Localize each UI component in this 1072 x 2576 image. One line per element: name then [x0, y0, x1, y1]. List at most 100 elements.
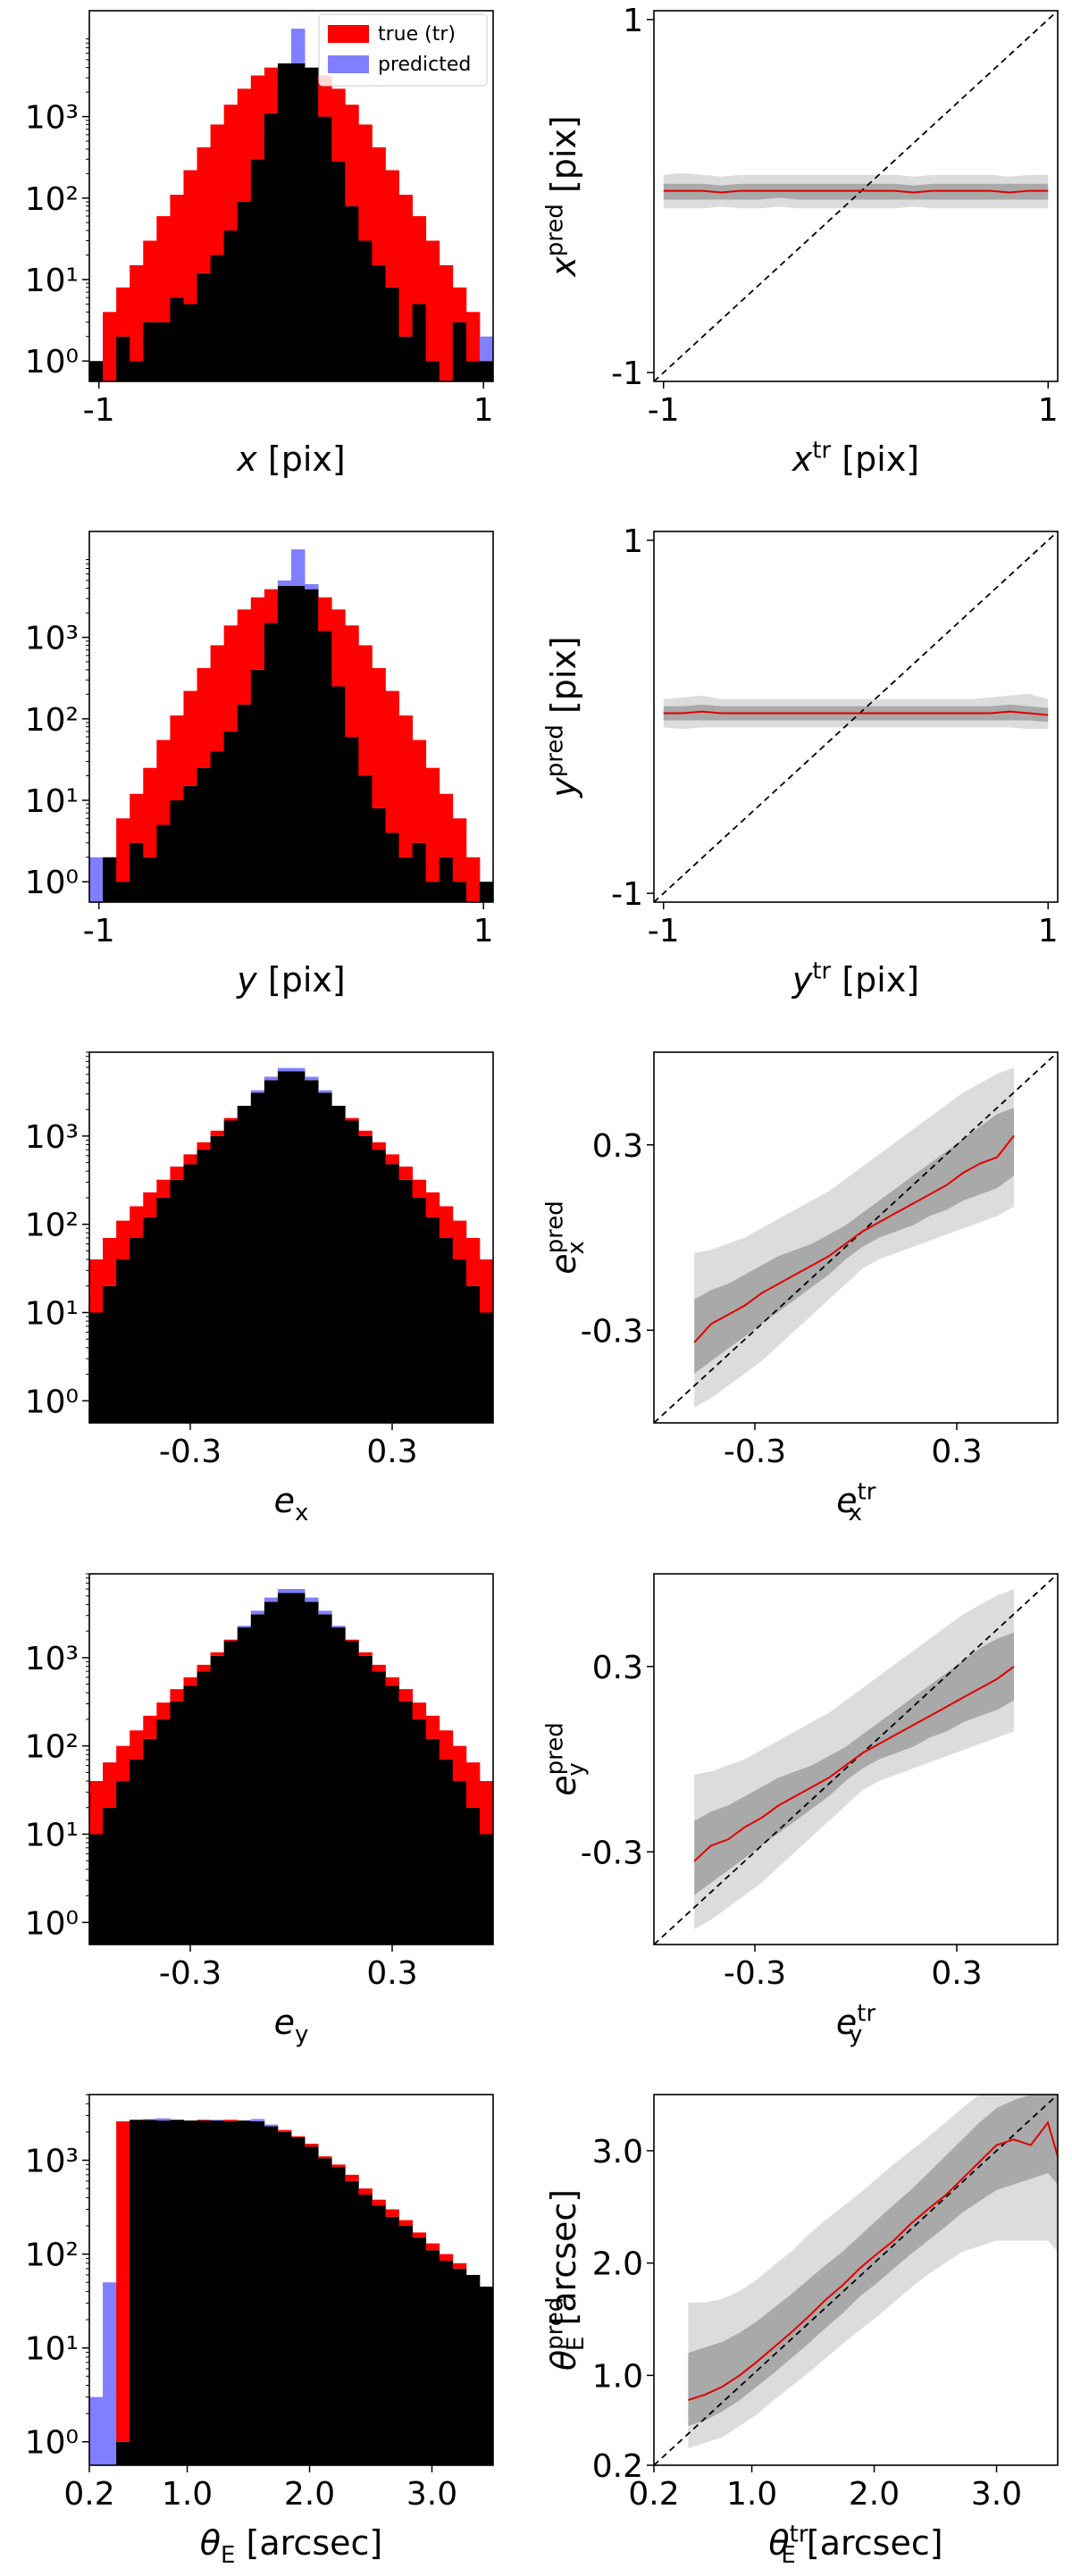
y-tick-label: 1 [623, 3, 643, 39]
hist-bar-overlap [210, 1135, 225, 1423]
hist-bar-true [197, 1142, 211, 1150]
hist-bar-overlap [412, 2237, 427, 2465]
hist-bar-true [183, 1677, 197, 1686]
hist-bar-overlap [345, 1641, 359, 1945]
hist-bar-overlap [425, 1217, 440, 1423]
hist-bar-true [345, 2174, 359, 2181]
hist-bar-true [465, 857, 481, 902]
x-tick-label: -1 [648, 913, 680, 949]
hist-bar-predicted [277, 1588, 292, 1593]
hist-bar-overlap [156, 1719, 171, 1945]
hist-bar-predicted [318, 1610, 332, 1615]
hist-bar-true [170, 1167, 184, 1180]
hist-bar-overlap [223, 731, 239, 902]
median-line [688, 2120, 1058, 2402]
y-axis-label: xpred [pix] [542, 115, 583, 278]
legend: true (tr) predicted [318, 13, 488, 87]
hist-bar-overlap [183, 1164, 197, 1423]
hist-bar-predicted [305, 1076, 319, 1081]
hist-bar-true [103, 1762, 117, 1808]
hist-bar-true [452, 2262, 467, 2269]
hist-bar-overlap [439, 2261, 454, 2465]
hist-bar-predicted [277, 1067, 292, 1072]
hist-bar-true [210, 1130, 225, 1136]
hist-bar-overlap [318, 2158, 332, 2465]
x-tick-label: -0.3 [159, 1955, 222, 1992]
hist-bar-predicted [305, 583, 319, 590]
hist-bar-true [358, 1130, 373, 1136]
x-tick-label: -0.3 [724, 1955, 786, 1992]
hist-bar-overlap [305, 1602, 319, 1945]
hist-bar-overlap [439, 857, 454, 902]
hist-bar-true [452, 818, 467, 882]
x-tick-label: -1 [648, 392, 680, 429]
hist-bar-overlap [412, 1197, 427, 1423]
hist-bar-overlap [345, 1120, 359, 1423]
hist-bar-true [345, 1639, 359, 1642]
hist-bar-overlap [237, 2120, 252, 2465]
hist-bar-overlap [250, 1614, 265, 1945]
hist-bar-true [372, 1664, 386, 1672]
hist-bar-true [143, 767, 157, 857]
hist-bar-true [197, 667, 211, 768]
x-tick-label: 0.3 [931, 1955, 982, 1992]
hist-bar-true [439, 264, 454, 381]
hist-bar-predicted [143, 2119, 157, 2120]
y-axis-label: epredy [542, 1722, 590, 1796]
hist-bar-overlap [223, 1641, 239, 1945]
hist-bar-overlap [237, 201, 252, 381]
hist-bar-overlap [130, 1759, 144, 1945]
hist-bar-true [183, 1154, 197, 1165]
hist-bar-true [130, 1206, 144, 1238]
hist-bar-overlap [277, 2131, 292, 2465]
hist-bar-true [116, 1745, 130, 1781]
hist-bar-overlap [372, 2205, 386, 2465]
hist-bar-true [156, 740, 171, 825]
hist-bar-true [425, 240, 440, 362]
hist-bar-overlap [291, 63, 306, 381]
hist-bar-overlap [452, 1780, 467, 1945]
hist-bar-overlap [264, 1080, 279, 1423]
hist-bar-overlap [318, 1614, 332, 1945]
hist-bar-true [372, 2199, 386, 2206]
hist-bar-overlap [130, 2120, 144, 2465]
hist-bar-overlap [116, 2441, 130, 2465]
hist-bar-overlap [305, 2146, 319, 2465]
hist-bar-overlap [452, 1259, 467, 1423]
hist-bar-true [103, 1237, 117, 1286]
hist-bar-overlap [318, 1092, 332, 1423]
hist-bar-true [223, 2120, 239, 2121]
hist-bar-overlap [358, 1135, 373, 1423]
hist-bar-overlap [425, 882, 440, 902]
y-tick-label: 10¹ [25, 263, 79, 299]
hist-bar-predicted [318, 1090, 332, 1093]
hist-bar-overlap [237, 704, 252, 902]
x-tick-label: 1 [1038, 392, 1059, 429]
y-axis-label: θpredE [arcsec] [542, 2189, 590, 2371]
hist-bar-true [156, 216, 171, 322]
hist-bar-overlap [183, 304, 197, 381]
hist-bar-overlap [358, 775, 373, 902]
hist-bar-overlap [318, 631, 332, 902]
hist-bar-true [318, 597, 332, 631]
x-axis-label: etr y [836, 2001, 876, 2049]
y-hist-panel: 10⁰ 10¹ 10² 10³ -1 1 y [pix] [25, 531, 494, 999]
y-tick-label: 10⁰ [25, 1905, 79, 1942]
hist-bar-overlap [398, 336, 413, 381]
hist-bar-true [465, 312, 481, 362]
hist-bar-overlap [183, 1685, 197, 1945]
hist-bar-true [385, 170, 399, 288]
y-tick-label: 10³ [25, 1119, 79, 1156]
hist-bar-true [197, 146, 211, 273]
hist-bar-true [264, 589, 279, 623]
hist-bar-predicted [103, 2282, 117, 2465]
hist-bar-true [358, 645, 373, 776]
hist-bar-overlap [156, 2120, 171, 2465]
x-axis-label: ytr [pix] [791, 958, 919, 999]
hist-bar-true [452, 1220, 467, 1259]
hist-bar-overlap [398, 1179, 413, 1423]
hist-bar-overlap [264, 1602, 279, 1945]
ey-hist-panel: 10⁰ 10¹ 10² 10³ -0.3 0.3 ey [25, 1573, 494, 2048]
hist-bar-overlap [237, 1627, 252, 1945]
hist-bar-overlap [291, 1071, 306, 1423]
